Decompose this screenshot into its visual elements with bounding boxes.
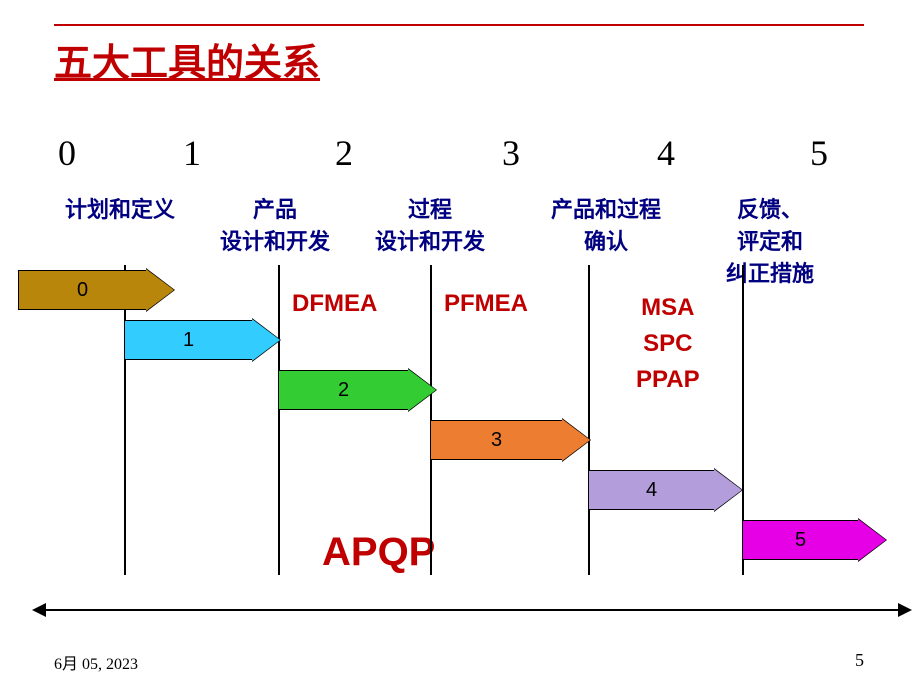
phase-number: 3 [502,132,520,174]
phase-number: 4 [657,132,675,174]
timeline-arrow-left [32,603,46,617]
apqp-label: APQP [322,530,435,575]
phase-arrow-head [408,369,436,411]
phase-arrow: 1 [124,320,252,360]
phase-arrow-label: 3 [491,429,502,452]
phase-arrow-label: 0 [77,279,88,302]
phase-divider [124,265,126,575]
tool-label: PFMEA [444,290,528,318]
phase-label: 产品和过程 确认 [551,192,661,256]
phase-label: 计划和定义 [65,192,175,224]
phase-divider [278,265,280,575]
phase-arrow-label: 5 [795,529,806,552]
tool-label: DFMEA [292,290,377,318]
phase-label: 产品 设计和开发 [220,192,330,256]
phase-arrow-head [146,269,174,311]
phase-arrow: 2 [278,370,408,410]
phase-number: 1 [183,132,201,174]
phase-arrow: 4 [588,470,714,510]
page-title: 五大工具的关系 [54,32,320,87]
msa-spc-ppap: MSA SPC PPAP [636,290,700,398]
phase-arrow-head [252,319,280,361]
timeline-axis [44,609,900,611]
phase-arrow-head [714,469,742,511]
phase-arrow-head [562,419,590,461]
phase-arrow-label: 2 [338,379,349,402]
phase-label: 过程 设计和开发 [375,192,485,256]
phase-arrow-label: 4 [646,479,657,502]
footer-page: 5 [855,650,864,671]
phase-arrow: 3 [430,420,562,460]
phase-arrow: 5 [742,520,858,560]
phase-label: 反馈、 评定和 纠正措施 [726,192,814,288]
phase-arrow: 0 [18,270,146,310]
top-rule [54,24,864,26]
phase-number: 5 [810,132,828,174]
phase-number: 0 [58,132,76,174]
timeline-arrow-right [898,603,912,617]
phase-arrow-head [858,519,886,561]
footer-date: 6月 05, 2023 [54,650,138,674]
phase-arrow-label: 1 [183,329,194,352]
phase-number: 2 [335,132,353,174]
